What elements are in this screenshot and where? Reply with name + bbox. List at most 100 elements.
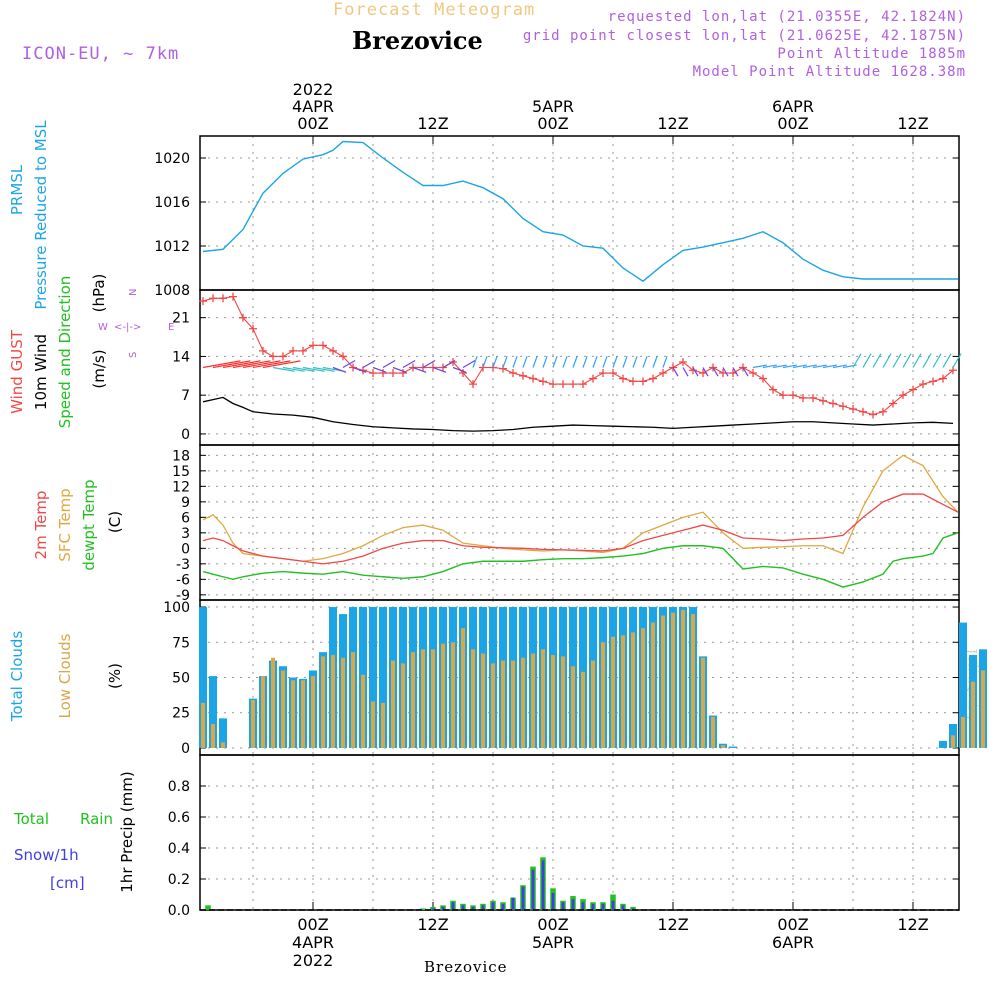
snow-bar xyxy=(481,905,485,910)
bottom-date-label: 12Z xyxy=(657,915,688,934)
cloud-unit-label: (%) xyxy=(106,663,124,689)
compass-e: E xyxy=(168,322,174,333)
low-cloud-bar xyxy=(651,622,655,748)
low-cloud-bar xyxy=(291,680,295,748)
gust-mark xyxy=(839,402,847,411)
wind-arrow xyxy=(782,364,797,369)
ytick-label: 1008 xyxy=(154,283,190,299)
compass-w: W xyxy=(98,322,108,333)
ytick-label: 0.0 xyxy=(168,903,190,919)
wind-arrow xyxy=(712,367,719,377)
wind-arrow xyxy=(272,366,295,372)
station-title: Brezovice xyxy=(352,26,483,55)
wind-arrow xyxy=(852,353,862,368)
wind-arrow xyxy=(612,356,618,368)
wind-arrow xyxy=(382,359,396,369)
wind-arrow xyxy=(812,364,827,369)
gust-mark xyxy=(919,380,927,389)
snow-bar xyxy=(561,902,565,910)
ytick-label: 0 xyxy=(181,541,190,557)
wind-arrow xyxy=(352,366,367,373)
low-cloud-bar xyxy=(971,681,975,748)
gust-mark xyxy=(889,399,897,408)
gust-mark xyxy=(589,374,597,383)
low-cloud-bar xyxy=(381,702,385,748)
model-label: ICON-EU, ~ 7km xyxy=(22,44,180,64)
gust-mark xyxy=(639,377,647,386)
gust-mark xyxy=(939,374,947,383)
total-cloud-bar xyxy=(379,607,387,748)
wind-arrow xyxy=(942,353,952,368)
bottom-date-label: 00Z xyxy=(777,915,808,934)
snow-bar xyxy=(531,869,535,910)
low-cloud-bar xyxy=(261,676,265,748)
gust-mark xyxy=(789,391,797,400)
wind-arrow xyxy=(822,364,837,369)
wind-arrow xyxy=(912,353,922,368)
gust-mark xyxy=(239,313,247,322)
gust-mark xyxy=(629,377,637,386)
wind-arrow xyxy=(392,366,407,373)
gust-mark xyxy=(659,369,667,378)
precip-rain-label: Rain xyxy=(80,810,113,828)
wind-arrow xyxy=(642,356,648,368)
gust-mark xyxy=(869,410,877,419)
ytick-label: 1012 xyxy=(154,239,190,255)
low-cloud-bar xyxy=(551,654,555,748)
wind-arrow xyxy=(682,367,689,377)
ytick-label: 0.4 xyxy=(168,841,190,857)
low-cloud-bar xyxy=(491,663,495,748)
rain-bar xyxy=(420,908,426,910)
gust-mark xyxy=(199,297,207,306)
snow-bar xyxy=(471,906,475,910)
low-cloud-bar xyxy=(571,666,575,748)
gust-mark xyxy=(569,380,577,389)
wind-arrow xyxy=(692,367,699,377)
ytick-label: -3 xyxy=(176,557,190,573)
gust-mark xyxy=(209,294,217,303)
precip-total-label: Total xyxy=(13,810,49,828)
gust-mark xyxy=(559,380,567,389)
wind-arrow xyxy=(422,359,436,369)
gridpoint-location: grid point closest lon,lat (21.0625E, 42… xyxy=(522,28,966,44)
low-cloud-bar xyxy=(621,635,625,748)
gust-mark xyxy=(219,294,227,303)
prmsl-label: PRMSL xyxy=(8,164,26,215)
gust-label: Wind GUST xyxy=(8,329,26,414)
low-cloud-bar xyxy=(311,676,315,748)
low-cloud-bar xyxy=(611,636,615,748)
wind-unit-label: (m/s) xyxy=(90,349,108,388)
low-cloud-bar xyxy=(701,657,705,748)
snow-bar xyxy=(611,900,615,910)
snow-bar xyxy=(441,906,445,910)
total-cloud-bar xyxy=(219,718,227,748)
low-cloud-bar xyxy=(671,612,675,748)
gust-mark xyxy=(769,385,777,394)
low-cloud-bar xyxy=(431,649,435,748)
panel-wind: 0 7 14 21 xyxy=(172,289,960,446)
wind-arrow xyxy=(952,353,962,368)
wind-arrow xyxy=(632,356,638,368)
top-date-label: 12Z xyxy=(897,114,928,133)
low-clouds-label: Low Clouds xyxy=(56,633,74,718)
gust-mark xyxy=(269,352,277,361)
ytick-label: 21 xyxy=(172,311,190,327)
low-cloud-bar xyxy=(341,657,345,748)
wind-arrow xyxy=(802,364,817,369)
wind-arrow xyxy=(582,356,588,368)
snow-bar xyxy=(631,908,635,910)
precip-unit-label: 1hr Precip (mm) xyxy=(118,771,136,892)
low-cloud-bar xyxy=(511,660,515,748)
gust-mark xyxy=(579,380,587,389)
gust-mark xyxy=(289,346,297,355)
ytick-label: 6 xyxy=(181,510,190,526)
wind-arrow xyxy=(902,353,912,368)
compass-arrows: <-|-> xyxy=(114,322,141,333)
ytick-label: 9 xyxy=(181,495,190,511)
ytick-label: 75 xyxy=(172,635,190,651)
gust-mark xyxy=(379,369,387,378)
wind-arrow xyxy=(862,353,872,368)
ytick-label: 0.8 xyxy=(168,779,190,795)
gust-mark xyxy=(309,341,317,350)
ytick-label: 50 xyxy=(172,671,190,687)
